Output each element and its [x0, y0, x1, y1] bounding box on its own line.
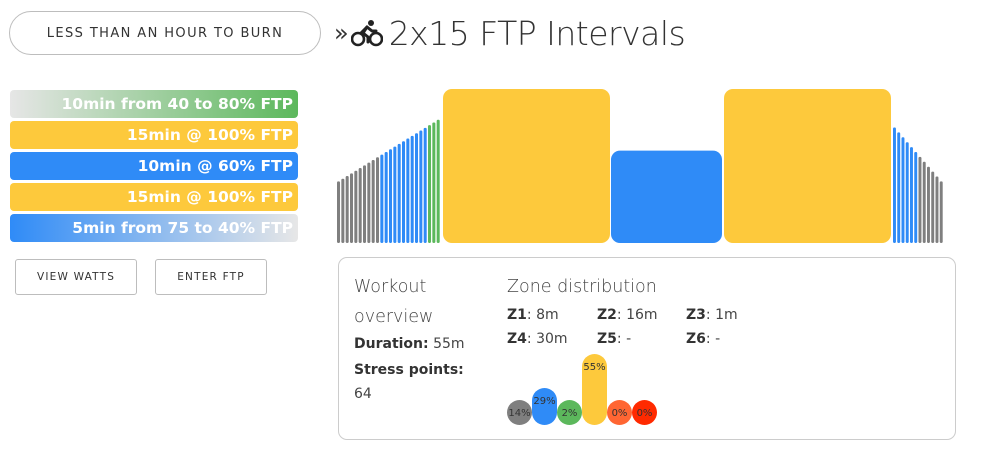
chart-ramp-bar — [402, 141, 406, 243]
chart-ramp-bar — [367, 162, 371, 243]
stress-value: 64 — [354, 386, 372, 402]
workout-header: » 2x15 FTP Intervals — [334, 11, 686, 55]
chevron-icon: » — [334, 19, 349, 47]
zone-bar-z1 — [507, 400, 532, 425]
zone-pct-label-z4: 55% — [583, 362, 606, 373]
zone-pct-label-z5: 0% — [611, 408, 628, 419]
chart-ramp-bar — [931, 171, 935, 243]
zone-z1: Z1: 8m — [507, 307, 559, 323]
zone-z3: Z3: 1m — [686, 307, 738, 323]
zone-bar-z5 — [607, 400, 632, 425]
category-button[interactable]: LESS THAN AN HOUR TO BURN — [9, 11, 321, 55]
workout-overview-card: Workout overview Duration: 55m Stress po… — [338, 257, 956, 440]
zone-pct-label-z1: 14% — [508, 408, 531, 419]
chart-steady-block — [611, 150, 722, 243]
duration-row: Duration: 55m — [354, 336, 465, 352]
chart-ramp-bar — [341, 178, 345, 243]
chart-ramp-bar — [428, 125, 432, 243]
zone-pct-label-z6: 0% — [636, 408, 653, 419]
chart-ramp-bar — [935, 176, 939, 243]
chart-ramp-bar — [371, 159, 375, 243]
chart-ramp-bar — [345, 176, 349, 243]
chart-ramp-bar — [354, 170, 358, 243]
zone-distribution-title: Zone distribution — [507, 277, 657, 297]
chart-ramp-bar — [389, 149, 393, 243]
chart-ramp-bar — [397, 143, 401, 243]
chart-ramp-bar — [910, 147, 913, 243]
chart-ramp-bar — [893, 127, 896, 243]
workout-chart — [337, 89, 943, 243]
zone-pct-label-z2: 29% — [533, 395, 556, 407]
zone-z6: Z6: - — [686, 331, 721, 347]
overview-title: Workout overview — [354, 277, 434, 327]
chart-ramp-bar — [432, 122, 436, 243]
zone-z5: Z5: - — [597, 331, 632, 347]
chart-ramp-bar — [393, 146, 397, 243]
chart-ramp-bar — [436, 119, 440, 243]
step-interval-1: 15min @ 100% FTP — [10, 121, 298, 149]
cyclist-icon — [350, 20, 383, 47]
zone-pct-label-z3: 2% — [561, 408, 578, 419]
step-list: 10min from 40 to 80% FTP 15min @ 100% FT… — [10, 90, 298, 245]
zone-bar-z6 — [632, 400, 657, 425]
chart-steady-block — [724, 89, 891, 243]
chart-ramp-bar — [423, 127, 427, 243]
chart-ramp-bar — [419, 130, 423, 243]
step-interval-2: 15min @ 100% FTP — [10, 183, 298, 211]
chart-steady-block — [443, 89, 610, 243]
chart-ramp-bar — [905, 142, 909, 243]
zone-bar-z4 — [582, 354, 607, 425]
chart-ramp-bar — [939, 181, 943, 243]
chart-ramp-bar — [415, 133, 419, 243]
chart-ramp-bar — [410, 135, 414, 243]
chart-ramp-bar — [384, 151, 388, 243]
chart-ramp-bar — [380, 154, 384, 243]
chart-ramp-bar — [376, 157, 380, 243]
chart-ramp-bar — [363, 165, 367, 243]
duration-label: Duration: — [354, 336, 429, 352]
zone-z2: Z2: 16m — [597, 307, 658, 323]
chart-ramp-bar — [927, 166, 930, 243]
zone-bar-z3 — [557, 400, 582, 425]
chart-ramp-bar — [914, 152, 918, 243]
chart-ramp-bar — [901, 137, 905, 243]
zone-z4: Z4: 30m — [507, 331, 568, 347]
step-warmup: 10min from 40 to 80% FTP — [10, 90, 298, 118]
duration-value: 55m — [433, 336, 465, 352]
chart-ramp-bar — [358, 168, 362, 243]
chart-ramp-bar — [337, 181, 341, 243]
step-cooldown: 5min from 75 to 40% FTP — [10, 214, 298, 242]
chart-ramp-bar — [922, 161, 926, 243]
chart-ramp-bar — [918, 156, 922, 243]
zone-bar-z2 — [532, 387, 557, 425]
view-watts-button[interactable]: VIEW WATTS — [15, 259, 137, 295]
chart-ramp-bar — [897, 132, 901, 243]
step-recovery: 10min @ 60% FTP — [10, 152, 298, 180]
stress-label: Stress points: — [354, 362, 464, 378]
enter-ftp-button[interactable]: ENTER FTP — [155, 259, 267, 295]
chart-ramp-bar — [406, 138, 410, 243]
workout-title: 2x15 FTP Intervals — [388, 13, 686, 53]
chart-ramp-bar — [350, 173, 354, 243]
